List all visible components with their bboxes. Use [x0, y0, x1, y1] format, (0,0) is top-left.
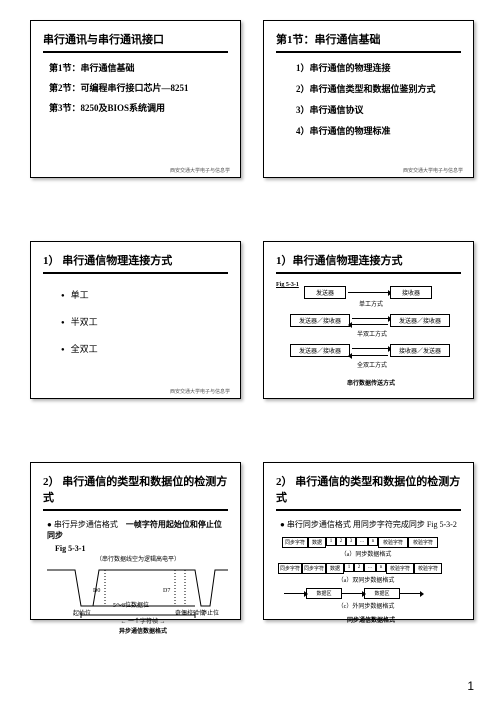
- slide-4-title: 1）串行通信物理连接方式: [276, 252, 461, 274]
- r1c8: 校验字符: [408, 537, 438, 548]
- lbl-1: 单工方式: [346, 299, 396, 308]
- slide-3: 1） 串行通信物理连接方式 单工 半双工 全双工 西安交通大学电子与信息学: [30, 241, 241, 399]
- slide-3-b2: 半双工: [61, 315, 228, 328]
- slide-3-title: 1） 串行通信物理连接方式: [43, 252, 228, 274]
- slide-2-item-2: 2）串行通信类型和数据位鉴别方式: [296, 82, 461, 95]
- box-a: 发送器: [304, 286, 346, 299]
- r1c3: 2: [336, 537, 346, 546]
- r3b1: 数据区: [364, 588, 400, 599]
- r3b0: 数据区: [306, 588, 342, 599]
- r2c0: 同步字符: [278, 563, 302, 574]
- box-f: 接收器／发送器: [390, 344, 450, 357]
- r2c1: 同步字符: [302, 563, 326, 574]
- slide-5: 2） 串行通信的类型和数据位的检测方式 ● 串行异步通信格式 一帧字符用起始位和…: [30, 462, 241, 620]
- wave-d0: D0: [93, 588, 100, 594]
- r1c7: 校验字符: [378, 537, 408, 548]
- slide-6: 2） 串行通信的类型和数据位的检测方式 ● 串行同步通信格式 用同步字符完成同步…: [263, 462, 474, 620]
- slide-footer: 西安交通大学电子与信息学: [170, 388, 230, 395]
- slide-footer: 西安交通大学电子与信息学: [403, 167, 463, 174]
- slide-6-title: 2） 串行通信的类型和数据位的检测方式: [276, 473, 461, 511]
- s6cap: 同步通信数据格式: [326, 615, 416, 624]
- box-c: 发送器／接收器: [290, 314, 350, 327]
- slide-5-sub1: 串行异步通信格式: [54, 520, 118, 529]
- page-number: 1: [467, 679, 474, 693]
- r2c6: n: [376, 563, 386, 572]
- slide-3-b3: 全双工: [61, 342, 228, 355]
- r1c4: 3: [346, 537, 356, 546]
- slide-3-b1: 单工: [61, 288, 228, 301]
- slide-4-diagram: Fig 5-3-1 发送器 接收器 单工方式 发送器／接收器 发送器／接收器 半…: [276, 282, 461, 392]
- slide-6-sub-text: 串行同步通信格式 用同步字符完成同步 Fig 5-3-2: [287, 520, 457, 529]
- wave-start: 起始位: [73, 608, 91, 617]
- slide-1-line-3: 第3节：8250及BIOS系统调用: [49, 101, 228, 114]
- lbl-2: 半双工方式: [342, 329, 402, 338]
- r2c4: 2: [354, 563, 364, 572]
- box-e: 发送器／接收器: [290, 344, 350, 357]
- slide-1-line-2: 第2节：可编程串行接口芯片—8251: [49, 81, 228, 94]
- r2c3: 1: [344, 563, 354, 572]
- slide-1-line-1: 第1节：串行通信基础: [49, 61, 228, 74]
- r2c8: 校验字符: [414, 563, 442, 574]
- slide-6-sub: ● 串行同步通信格式 用同步字符完成同步 Fig 5-3-2: [280, 519, 461, 530]
- wave-caption: 异步通信数据格式: [98, 626, 188, 635]
- r1cap: （a）同步数据格式: [326, 549, 406, 558]
- slide-1-title: 串行通讯与串行通讯接口: [43, 31, 228, 53]
- slide-2-item-4: 4）串行通信的物理标准: [296, 124, 461, 137]
- r2c7: 校验字符: [386, 563, 414, 574]
- lbl-3: 全双工方式: [342, 360, 402, 369]
- r1c1: 数据: [308, 537, 326, 548]
- box-d: 发送器／接收器: [390, 314, 450, 327]
- box-b: 接收器: [390, 286, 432, 299]
- wave-d7: D7: [163, 588, 170, 594]
- r1c5: …: [356, 537, 368, 546]
- wave-stop: 停止位: [201, 608, 219, 617]
- slide-5-fig: Fig 5-3-1: [55, 544, 228, 553]
- fig-label: Fig 5-3-1: [276, 282, 299, 288]
- wave-frame: ← 一个字符帧 →: [103, 616, 183, 625]
- wave-top: （串行数据线空为逻辑高电平）: [83, 554, 193, 563]
- slide-2-title: 第1节：串行通信基础: [276, 31, 461, 53]
- slide-5-title: 2） 串行通信的类型和数据位的检测方式: [43, 473, 228, 511]
- r3cap: （c）外同步数据格式: [326, 601, 406, 610]
- page: 串行通讯与串行通讯接口 第1节：串行通信基础 第2节：可编程串行接口芯片—825…: [0, 0, 504, 713]
- slide-4: 1）串行通信物理连接方式 Fig 5-3-1 发送器 接收器 单工方式 发送器／…: [263, 241, 474, 399]
- wave-bits: 5～8位数据位: [113, 600, 149, 609]
- r1c2: 1: [326, 537, 336, 546]
- r2c5: …: [364, 563, 376, 572]
- slide-2-item-3: 3）串行通信协议: [296, 103, 461, 116]
- sync-diagram: 同步字符 数据 1 2 3 … n 校验字符 校验字符 （a）同步数据格式 同步…: [276, 533, 461, 633]
- waveform-diagram: （串行数据线空为逻辑高电平） 起始位 D0 D7 5～8位数据位 奇偶校验位 停…: [43, 556, 228, 644]
- r1c6: n: [368, 537, 378, 546]
- slide-1: 串行通讯与串行通讯接口 第1节：串行通信基础 第2节：可编程串行接口芯片—825…: [30, 20, 241, 178]
- slide-2-item-1: 1）串行通信的物理连接: [296, 61, 461, 74]
- r1c0: 同步字符: [282, 537, 308, 548]
- r2c2: 数据: [326, 563, 344, 574]
- slide-2: 第1节：串行通信基础 1）串行通信的物理连接 2）串行通信类型和数据位鉴别方式 …: [263, 20, 474, 178]
- r2cap: （a）双同步数据格式: [326, 575, 406, 584]
- caption-4: 串行数据传送方式: [326, 378, 416, 387]
- slide-5-sub: ● 串行异步通信格式 一帧字符用起始位和停止位同步: [47, 519, 228, 541]
- slide-footer: 西安交通大学电子与信息学: [170, 167, 230, 174]
